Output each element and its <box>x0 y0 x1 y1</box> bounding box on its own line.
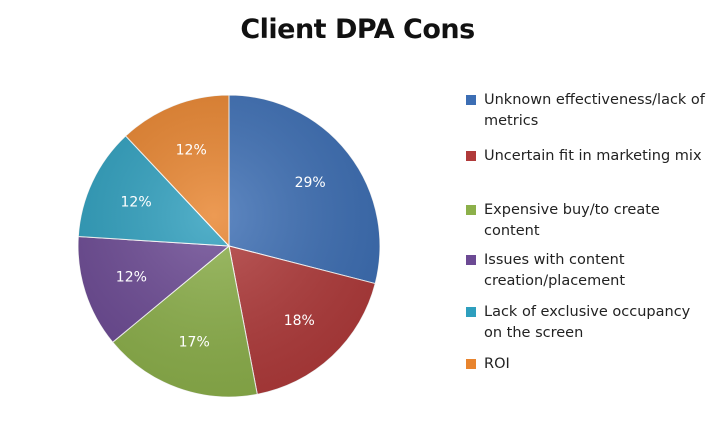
legend-swatch <box>466 307 476 317</box>
slice-value-label: 17% <box>179 335 210 351</box>
legend-item: Expensive buy/to create content <box>466 200 711 242</box>
legend-label: ROI <box>484 356 510 372</box>
legend-item: Uncertain fit in marketing mix <box>466 146 711 167</box>
slice-value-label: 12% <box>121 194 152 210</box>
slice-value-label: 12% <box>116 270 147 286</box>
legend-item: ROI <box>466 354 711 375</box>
legend-item: Issues with content creation/placement <box>466 250 711 292</box>
slice-value-label: 29% <box>295 175 326 191</box>
chart-title: Client DPA Cons <box>240 14 475 45</box>
legend-item: Lack of exclusive occupancy on the scree… <box>466 302 711 344</box>
slice-value-label: 12% <box>176 143 207 159</box>
legend-swatch <box>466 255 476 265</box>
legend-item: Unknown effectiveness/lack of metrics <box>466 90 711 132</box>
legend-label: Unknown effectiveness/lack of metrics <box>484 92 705 129</box>
legend-swatch <box>466 151 476 161</box>
legend-label: Uncertain fit in marketing mix <box>484 148 702 164</box>
legend-swatch <box>466 359 476 369</box>
legend-label: Issues with content creation/placement <box>484 252 626 289</box>
legend-swatch <box>466 205 476 215</box>
slice-value-label: 18% <box>284 313 315 329</box>
legend-label: Lack of exclusive occupancy on the scree… <box>484 304 691 341</box>
legend-label: Expensive buy/to create content <box>484 202 660 239</box>
legend-swatch <box>466 95 476 105</box>
